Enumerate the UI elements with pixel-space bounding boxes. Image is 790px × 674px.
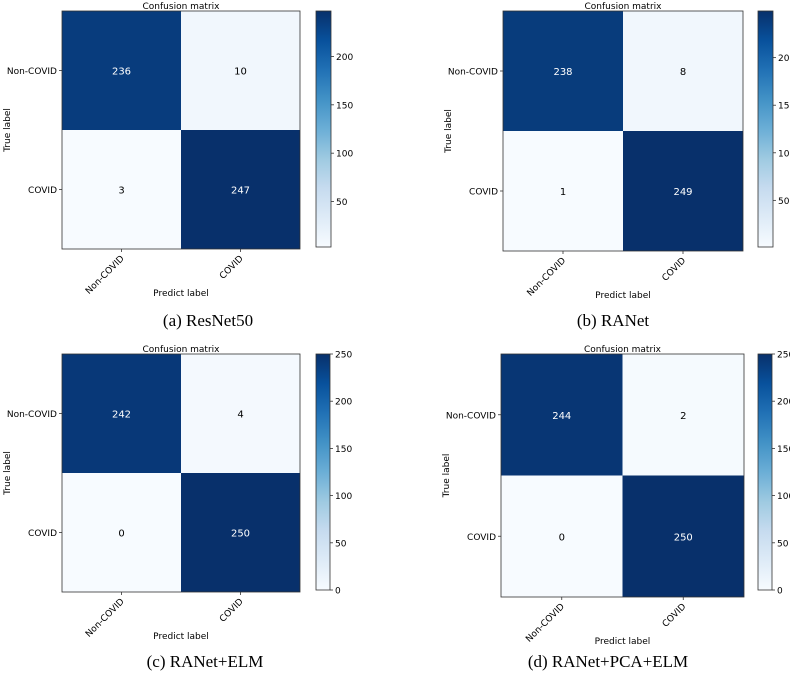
matrix-cell [622,354,744,476]
colorbar-tick-label: 50 [335,539,347,549]
colorbar-tick-label: 50 [777,539,789,549]
panel-1: 236 10 3 247 Confusion matrix Non-COVID COVID N… [3,2,353,299]
colorbar-tick-label: 50 [778,197,790,207]
matrix-cell [62,11,181,130]
colorbar-tick-label: 150 [777,445,790,455]
colorbar [757,353,773,591]
y-tick-label: COVID [467,533,496,543]
matrix-frame [61,10,301,250]
matrix-cell [62,130,181,249]
matrix-frame [500,353,745,598]
cell-value-label: 4 [237,410,243,421]
cell-value-label: 247 [231,186,250,197]
colorbar-tick-label: 200 [336,53,353,63]
matrix-cell [503,11,623,131]
y-axis-label: True label [3,108,13,153]
x-tick-label: Non-COVID [84,597,127,640]
matrix-cell [181,473,300,592]
caption-c: (c) RANet+ELM [146,652,264,671]
matrix-cell [622,475,744,597]
cell-value-label: 242 [112,410,131,421]
x-tick-label: Non-COVID [524,602,567,645]
matrix-cell [501,354,623,476]
cell-value-label: 244 [552,411,571,422]
colorbar-tick-label: 150 [778,102,790,112]
matrix-frame [502,10,744,252]
cell-value-label: 0 [118,529,124,540]
x-tick-label: COVID [218,597,246,625]
matrix-frame [61,353,301,593]
colorbar-tick-label: 100 [777,492,790,502]
cell-value-label: 2 [680,411,686,422]
x-axis-label: Predict label [595,637,651,647]
matrix-cell [181,11,300,130]
chart-title: Confusion matrix [143,345,221,355]
y-axis-label: True label [444,109,454,154]
cell-value-label: 250 [674,532,693,543]
colorbar-tick-label: 200 [778,54,790,64]
colorbar-tick-label: 50 [336,198,348,208]
cell-value-label: 250 [231,529,250,540]
x-tick-label: Non-COVID [84,254,127,297]
y-axis-label: True label [3,451,13,496]
x-tick-label: COVID [218,254,246,282]
colorbar-tick-label: 200 [335,398,352,408]
colorbar-tick-label: 150 [336,101,353,111]
colorbar-tick-label: 150 [335,445,352,455]
cell-value-label: 8 [680,67,686,78]
x-tick-label: COVID [661,256,689,284]
matrix-cell [181,130,300,249]
cell-value-label: 236 [112,67,131,78]
colorbar-tick-label: 100 [336,150,353,160]
colorbar [757,10,774,248]
caption-a: (a) ResNet50 [162,311,254,330]
colorbar-tick-label: 200 [777,398,790,408]
matrix-cell [501,475,623,597]
y-tick-label: Non-COVID [448,68,498,78]
cell-value-label: 10 [234,67,247,78]
chart-title: Confusion matrix [584,345,662,355]
caption-d: (d) RANet+PCA+ELM [527,652,689,671]
x-tick-label: COVID [661,602,689,630]
caption-b: (b) RANet [576,311,650,330]
colorbar-tick-label: 100 [778,149,790,159]
chart-title: Confusion matrix [143,2,221,12]
matrix-cell [62,354,181,473]
y-tick-label: COVID [28,529,57,539]
y-tick-label: COVID [469,188,498,198]
colorbar-tick-label: 100 [335,492,352,502]
matrix-cell [62,473,181,592]
cell-value-label: 1 [560,187,566,198]
chart-title: Confusion matrix [585,2,663,12]
y-tick-label: COVID [28,186,57,196]
matrix-cell [503,131,623,251]
matrix-cell [181,354,300,473]
panel-3: 242 4 0 250 Confusion matrix Non-COVID COVID No… [3,345,352,642]
cell-value-label: 3 [118,186,124,197]
x-axis-label: Predict label [595,291,651,301]
colorbar-tick-label: 0 [335,587,341,597]
x-tick-label: Non-COVID [526,256,569,299]
cell-value-label: 249 [673,187,692,198]
y-tick-label: Non-COVID [7,410,57,420]
panel-4: 244 2 0 250 Confusion matrix Non-COVID COVID No… [442,345,790,647]
y-tick-label: Non-COVID [7,67,57,77]
y-tick-label: Non-COVID [446,411,496,421]
matrix-cell [623,131,743,251]
colorbar-tick-label: 250 [335,351,352,361]
x-axis-label: Predict label [153,632,209,642]
cell-value-label: 0 [559,532,565,543]
colorbar [315,353,331,591]
cell-value-label: 238 [553,67,572,78]
matrix-cell [623,11,743,131]
colorbar-tick-label: 250 [777,351,790,361]
colorbar [315,10,332,248]
y-axis-label: True label [442,454,452,499]
colorbar-tick-label: 0 [777,587,783,597]
x-axis-label: Predict label [153,289,209,299]
panel-2: 238 8 1 249 Confusion matrix Non-COVID COVID No… [444,2,790,301]
